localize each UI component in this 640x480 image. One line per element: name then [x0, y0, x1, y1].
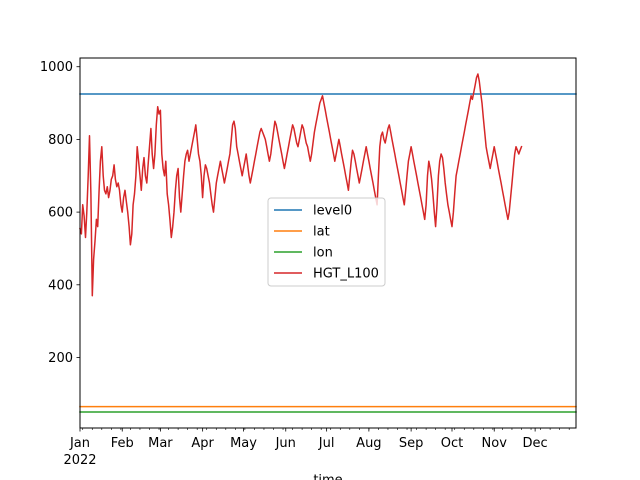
legend-label-lon: lon: [313, 246, 333, 261]
y-tick-label: 600: [48, 206, 73, 221]
legend-box: [267, 197, 386, 287]
x-tick-label: Nov: [482, 436, 508, 451]
plot-frame: [79, 57, 577, 429]
y-tick-label: 200: [48, 351, 73, 366]
x-tick-label: Jan: [69, 436, 90, 451]
x-tick-label: Oct: [441, 436, 463, 451]
y-tick-label: 400: [48, 278, 73, 293]
x-tick-label: Feb: [111, 436, 134, 451]
y-tick-label: 1000: [40, 60, 73, 75]
x-axis-label: time: [313, 473, 342, 480]
y-axis: 200 400 600 800 1000: [40, 60, 80, 366]
y-tick-label: 800: [48, 133, 73, 148]
x-tick-label: May: [230, 436, 257, 451]
legend: level0 lat lon HGT_L100: [267, 197, 386, 287]
x-tick-label: Sep: [399, 436, 424, 451]
legend-label-lat: lat: [313, 225, 330, 240]
x-tick-label: Mar: [148, 436, 173, 451]
series-line-hgt-l100: [79, 73, 523, 297]
x-tick-label: Jun: [275, 436, 296, 451]
x-tick-label: Aug: [356, 436, 381, 451]
x-year-label: 2022: [63, 453, 96, 468]
legend-label-hgt-l100: HGT_L100: [313, 267, 379, 282]
x-tick-label: Apr: [191, 436, 214, 451]
x-tick-label: Dec: [523, 436, 548, 451]
x-tick-label: Jul: [318, 436, 335, 451]
x-axis: Jan Feb Mar Apr May Jun Jul Aug Sep Oct Nov Dec: [69, 428, 570, 451]
series-layer: [79, 73, 577, 413]
legend-label-level0: level0: [313, 204, 352, 219]
